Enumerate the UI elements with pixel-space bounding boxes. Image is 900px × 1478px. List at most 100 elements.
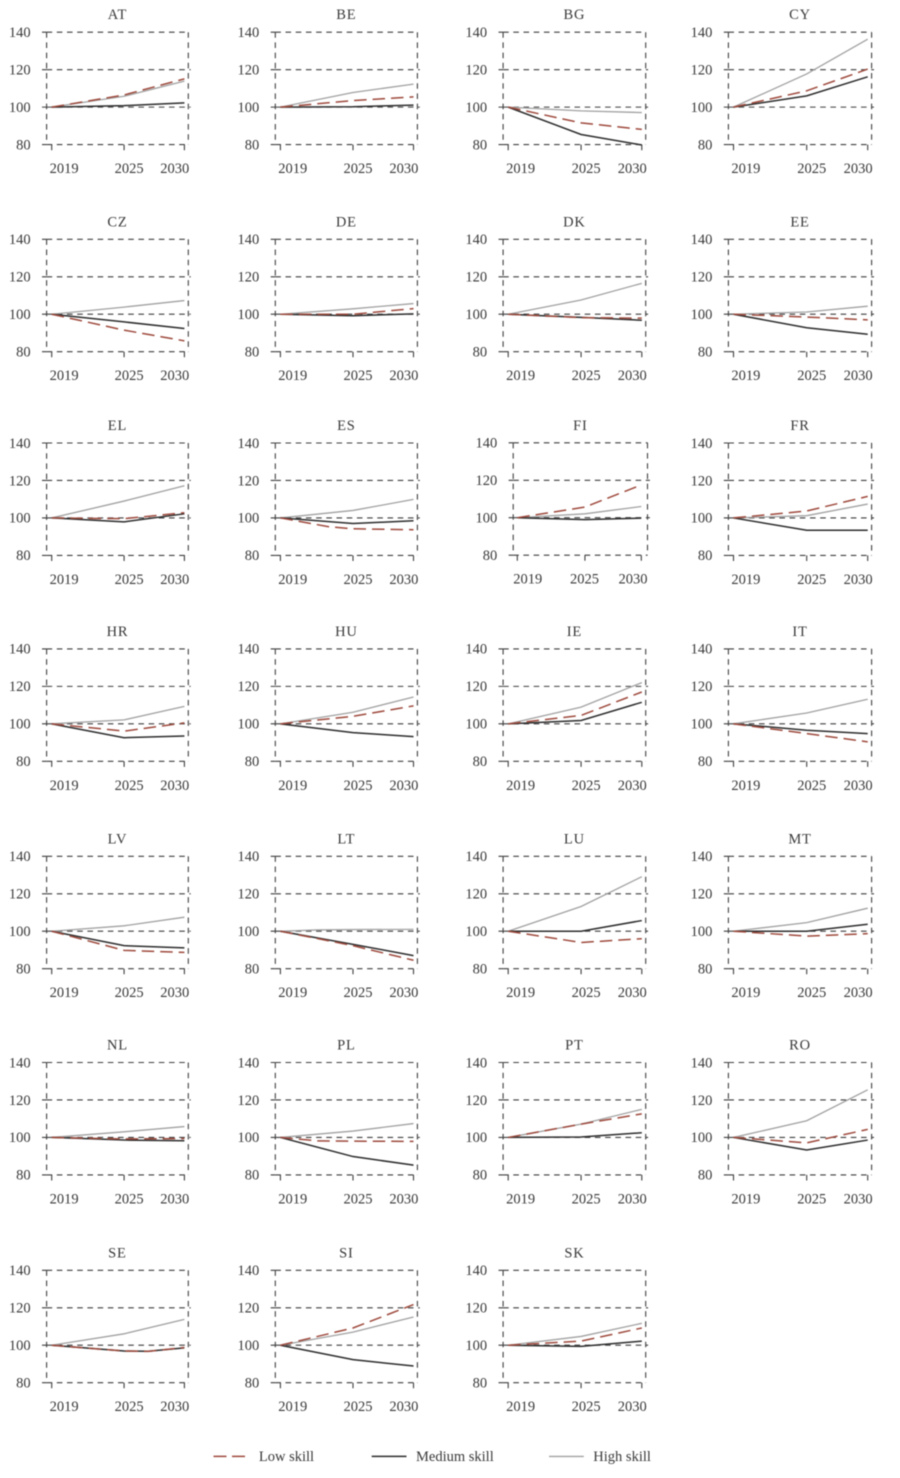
svg-text:2019: 2019	[50, 1399, 79, 1415]
svg-text:100: 100	[691, 511, 713, 527]
svg-text:2019: 2019	[506, 1191, 535, 1207]
svg-text:100: 100	[465, 1130, 487, 1146]
svg-text:2025: 2025	[572, 1399, 601, 1415]
svg-text:140: 140	[238, 25, 260, 41]
svg-text:100: 100	[238, 511, 260, 527]
svg-text:80: 80	[16, 548, 31, 564]
svg-text:80: 80	[698, 345, 713, 361]
svg-text:100: 100	[9, 100, 31, 116]
svg-text:140: 140	[238, 1263, 260, 1279]
svg-text:2019: 2019	[278, 161, 307, 177]
svg-text:2030: 2030	[389, 1399, 418, 1415]
svg-text:100: 100	[691, 717, 713, 733]
svg-text:100: 100	[465, 100, 487, 116]
svg-text:2025: 2025	[115, 1399, 144, 1415]
svg-text:120: 120	[9, 1093, 31, 1109]
svg-text:120: 120	[238, 62, 260, 78]
svg-text:2019: 2019	[731, 1191, 760, 1207]
svg-text:2030: 2030	[389, 368, 418, 384]
svg-text:140: 140	[465, 1263, 487, 1279]
svg-text:120: 120	[9, 62, 31, 78]
svg-text:80: 80	[16, 137, 31, 153]
svg-text:2025: 2025	[115, 572, 144, 588]
svg-text:2030: 2030	[618, 368, 647, 384]
svg-text:2019: 2019	[50, 1191, 79, 1207]
svg-text:80: 80	[698, 962, 713, 978]
svg-text:2030: 2030	[389, 1191, 418, 1207]
svg-text:80: 80	[483, 548, 498, 564]
svg-text:2030: 2030	[160, 368, 189, 384]
svg-text:2025: 2025	[344, 985, 373, 1001]
svg-text:MT: MT	[788, 831, 811, 847]
svg-text:2030: 2030	[618, 778, 647, 794]
svg-text:140: 140	[238, 232, 260, 248]
svg-text:80: 80	[473, 1168, 488, 1184]
svg-text:120: 120	[9, 679, 31, 695]
svg-text:2030: 2030	[618, 161, 647, 177]
svg-text:80: 80	[245, 345, 260, 361]
svg-text:80: 80	[473, 962, 488, 978]
svg-text:140: 140	[9, 436, 31, 452]
svg-text:140: 140	[9, 849, 31, 865]
svg-text:2019: 2019	[506, 161, 535, 177]
svg-text:140: 140	[465, 642, 487, 658]
svg-text:2025: 2025	[344, 1191, 373, 1207]
svg-text:120: 120	[465, 1093, 487, 1109]
svg-text:2025: 2025	[572, 368, 601, 384]
svg-text:SI: SI	[339, 1245, 354, 1261]
svg-text:2025: 2025	[570, 572, 599, 588]
svg-text:120: 120	[465, 270, 487, 286]
svg-text:IE: IE	[567, 624, 582, 640]
svg-text:120: 120	[465, 887, 487, 903]
svg-text:LT: LT	[337, 831, 355, 847]
svg-text:PL: PL	[337, 1038, 356, 1054]
svg-text:2030: 2030	[618, 1191, 647, 1207]
svg-text:80: 80	[245, 137, 260, 153]
svg-text:80: 80	[698, 137, 713, 153]
svg-text:DK: DK	[563, 214, 586, 230]
svg-text:BE: BE	[336, 7, 356, 23]
svg-text:120: 120	[475, 473, 497, 489]
svg-text:2019: 2019	[513, 572, 542, 588]
svg-text:120: 120	[9, 887, 31, 903]
svg-text:140: 140	[238, 1055, 260, 1071]
svg-text:140: 140	[465, 1055, 487, 1071]
svg-text:120: 120	[465, 1301, 487, 1317]
svg-text:120: 120	[691, 62, 713, 78]
svg-text:2019: 2019	[731, 572, 760, 588]
svg-text:140: 140	[9, 642, 31, 658]
svg-text:120: 120	[238, 1301, 260, 1317]
svg-text:SE: SE	[108, 1245, 127, 1261]
svg-text:2030: 2030	[389, 572, 418, 588]
svg-text:2030: 2030	[844, 161, 873, 177]
svg-text:2025: 2025	[797, 1191, 826, 1207]
svg-text:80: 80	[473, 754, 488, 770]
svg-text:80: 80	[698, 754, 713, 770]
svg-text:2030: 2030	[160, 1191, 189, 1207]
svg-text:2019: 2019	[50, 368, 79, 384]
svg-text:2019: 2019	[278, 1191, 307, 1207]
svg-text:2025: 2025	[115, 778, 144, 794]
svg-text:Low skill: Low skill	[259, 1449, 314, 1465]
svg-text:100: 100	[9, 924, 31, 940]
svg-text:100: 100	[238, 1130, 260, 1146]
svg-text:140: 140	[475, 436, 497, 452]
svg-text:80: 80	[473, 1376, 488, 1392]
svg-text:CZ: CZ	[107, 214, 127, 230]
svg-text:NL: NL	[107, 1038, 128, 1054]
svg-text:EE: EE	[790, 214, 809, 230]
svg-text:120: 120	[238, 887, 260, 903]
svg-text:120: 120	[9, 473, 31, 489]
svg-text:ES: ES	[337, 418, 356, 434]
svg-text:PT: PT	[565, 1038, 584, 1054]
svg-text:2030: 2030	[619, 572, 648, 588]
svg-text:120: 120	[9, 1301, 31, 1317]
svg-text:100: 100	[238, 100, 260, 116]
svg-text:120: 120	[691, 887, 713, 903]
svg-text:100: 100	[9, 1130, 31, 1146]
svg-text:Medium skill: Medium skill	[416, 1449, 494, 1465]
svg-text:100: 100	[475, 511, 497, 527]
svg-text:100: 100	[9, 717, 31, 733]
svg-text:2019: 2019	[278, 1399, 307, 1415]
svg-text:140: 140	[691, 642, 713, 658]
